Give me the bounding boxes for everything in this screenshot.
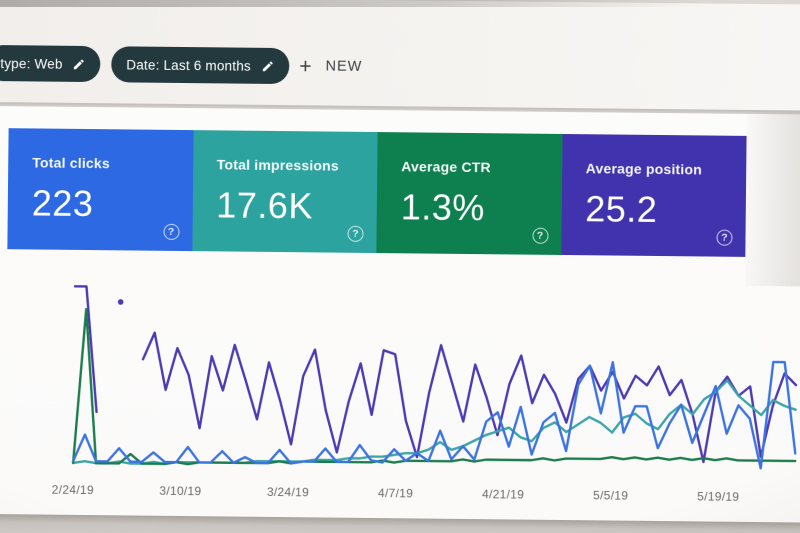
metric-value: 1.3% [400, 186, 486, 229]
help-icon[interactable]: ? [716, 229, 733, 246]
metric-value: 25.2 [585, 188, 658, 230]
series-point-average-position [117, 299, 124, 305]
chip-search-type-label: type: Web [0, 55, 63, 72]
performance-chart [71, 271, 798, 475]
x-axis-label: 5/19/19 [697, 489, 740, 504]
series-line-average-position [73, 285, 98, 414]
filter-bar: type: Web Date: Last 6 months + NEW [0, 0, 800, 113]
edit-pencil-icon[interactable] [73, 57, 86, 70]
help-icon[interactable]: ? [162, 223, 180, 240]
x-axis-label: 4/7/19 [377, 486, 414, 501]
series-line-total-clicks [71, 360, 797, 470]
plus-icon: + [299, 54, 312, 78]
help-icon[interactable]: ? [531, 227, 549, 244]
metric-card-average-position[interactable]: Average position 25.2 ? [560, 133, 747, 257]
metric-card-total-clicks[interactable]: Total clicks 223 ? [7, 128, 194, 252]
x-axis-label: 3/10/19 [159, 483, 202, 499]
new-filter-button-label: NEW [325, 58, 363, 75]
metric-card-average-ctr[interactable]: Average CTR 1.3% ? [376, 132, 563, 255]
help-icon[interactable]: ? [347, 225, 364, 242]
metric-value: 223 [31, 182, 94, 225]
metric-value: 17.6K [216, 184, 314, 227]
metric-cards: Total clicks 223 ? Total impressions 17.… [7, 128, 747, 257]
x-axis-labels: 2/24/19 3/10/19 3/24/19 4/7/19 4/21/19 5/5/19… [52, 483, 795, 507]
x-axis-label: 5/5/19 [593, 488, 629, 503]
x-axis-label: 2/24/19 [51, 482, 94, 498]
x-axis-label: 4/21/19 [481, 487, 525, 502]
series-line-average-position [141, 331, 798, 464]
edit-pencil-icon[interactable] [261, 59, 274, 72]
filter-chip-row: type: Web Date: Last 6 months + NEW [0, 44, 800, 90]
performance-panel: Total clicks 223 ? Total impressions 17.… [0, 105, 800, 523]
metric-label: Total impressions [216, 156, 339, 174]
series-line-average-ctr [71, 308, 797, 466]
metric-card-total-impressions[interactable]: Total impressions 17.6K ? [191, 130, 378, 254]
chip-search-type[interactable]: type: Web [0, 44, 101, 83]
x-axis-label: 3/24/19 [266, 484, 310, 500]
chip-date-range-label: Date: Last 6 months [126, 56, 251, 74]
new-filter-button[interactable]: + NEW [299, 48, 362, 85]
chip-date-range[interactable]: Date: Last 6 months [111, 46, 290, 85]
metric-label: Average position [585, 160, 703, 178]
metric-label: Average CTR [401, 158, 491, 176]
chart-canvas [71, 285, 798, 470]
metric-label: Total clicks [32, 154, 110, 172]
